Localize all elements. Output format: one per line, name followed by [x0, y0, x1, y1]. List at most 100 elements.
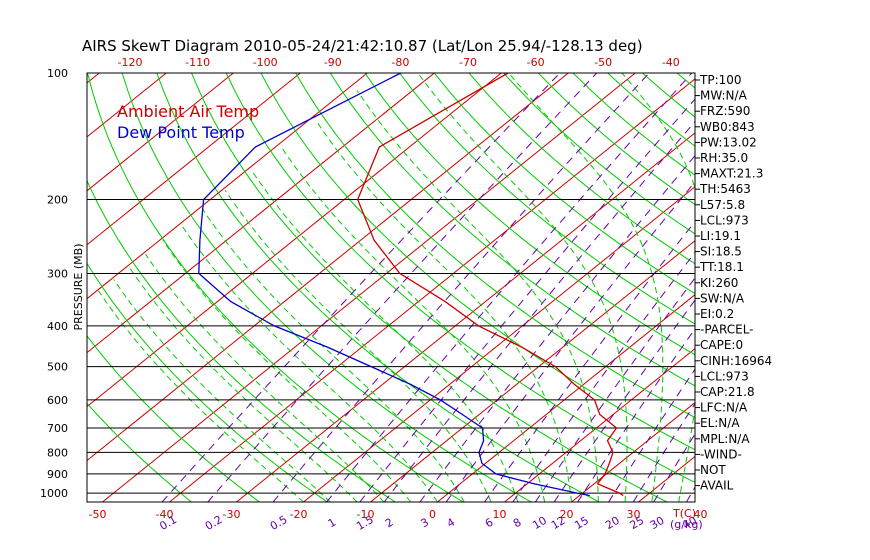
dry-adiabat-line: [87, 179, 396, 502]
isotherm-line: [87, 73, 301, 246]
isotherm-line: [169, 78, 695, 502]
index-label: SI:18.5: [700, 245, 742, 259]
legend-ambient-air-temp: Ambient Air Temp: [117, 102, 259, 121]
profile-line-dew-point-temp: [198, 73, 590, 497]
dry-adiabat-line: [87, 402, 192, 502]
moist-adiabat-line: [250, 169, 519, 502]
temperature-tick-label: 30: [627, 508, 641, 521]
mixing-ratio-line: [326, 73, 693, 502]
pressure-tick-label: 600: [47, 394, 68, 407]
index-label: FRZ:590: [700, 104, 750, 118]
index-label: CAPE:0: [700, 338, 743, 352]
mixing-ratio-line: [534, 277, 695, 502]
mixing-ratio-line: [577, 327, 695, 502]
dry-adiabat-line: [121, 73, 532, 502]
dry-adiabat-line: [433, 73, 695, 295]
mixing-ratio-tick-label: 40: [681, 514, 700, 532]
dry-adiabat-line: [87, 262, 328, 502]
profiles: [198, 73, 624, 497]
gridlines: [87, 73, 870, 502]
mixing-ratio-line: [207, 73, 598, 502]
mixing-ratio-tick-label: 2: [383, 516, 396, 531]
mixing-ratio-tick-label: 0.2: [203, 513, 225, 533]
mixing-ratio-tick-label: 0.5: [268, 513, 290, 533]
pressure-tick-label: 100: [47, 67, 68, 80]
isotherm-line: [303, 186, 695, 502]
index-label: -WIND-: [700, 447, 742, 461]
mixing-ratio-line: [553, 299, 695, 502]
top-temperature-tick-label: -40: [662, 56, 680, 69]
isotherm-line: [87, 73, 234, 192]
top-temperature-tick-label: -60: [527, 56, 545, 69]
dry-adiabat-line: [260, 73, 695, 451]
temperature-tick-label: -10: [357, 508, 375, 521]
dry-adiabat-line: [399, 73, 695, 325]
moist-adiabat-line: [201, 208, 465, 502]
index-label: LCL:973: [700, 369, 749, 383]
moist-adiabat-line: [417, 73, 628, 502]
isotherm-line: [571, 401, 695, 502]
dry-adiabat-line: [468, 73, 695, 265]
isotherm-line: [87, 73, 368, 300]
isotherm-line: [773, 73, 870, 502]
mixing-ratio-line: [445, 180, 695, 502]
top-temperature-tick-label: -120: [118, 56, 143, 69]
moist-adiabat-line: [98, 290, 304, 502]
plot-frame: [86, 72, 696, 503]
mixing-ratio-line: [383, 120, 695, 502]
dry-adiabat-line: [87, 73, 464, 502]
top-temperature-tick-label: -90: [324, 56, 342, 69]
index-label: MAXT:21.3: [700, 167, 763, 181]
mixing-ratio-tick-label: 12: [549, 514, 568, 532]
temperature-tick-label: 0: [429, 508, 436, 521]
mixing-ratio-tick-label: 15: [572, 514, 591, 532]
moist-adiabat-line: [181, 224, 438, 502]
temperature-tick-label: 20: [560, 508, 574, 521]
moist-adiabat-line: [315, 120, 572, 502]
index-label: NOT: [700, 463, 726, 477]
dry-adiabat-line: [329, 73, 695, 387]
mixing-ratio-line: [632, 402, 695, 502]
index-label: AVAIL: [700, 479, 734, 493]
index-label: SW:N/A: [700, 291, 745, 305]
dry-adiabat-line: [295, 73, 695, 419]
index-label: RH:35.0: [700, 151, 748, 165]
temperature-tick-label: -30: [223, 508, 241, 521]
moist-adiabat-line: [145, 253, 385, 502]
legend-dew-point-temp: Dew Point Temp: [117, 123, 245, 142]
mixing-ratio-line: [512, 251, 695, 502]
mixing-ratio-tick-label: 30: [648, 514, 667, 532]
index-label: EI:0.2: [700, 307, 734, 321]
temperature-tick-label: -20: [290, 508, 308, 521]
mixing-ratio-tick-label: 8: [511, 516, 524, 531]
dry-adiabat-line: [156, 73, 600, 502]
index-label: CAP:21.8: [700, 385, 755, 399]
dry-adiabat-line: [503, 73, 695, 235]
mixing-ratio-unit-label: (g/kg): [670, 518, 703, 531]
top-temperature-tick-label: -80: [391, 56, 409, 69]
pressure-tick-label: 1000: [40, 487, 68, 500]
moist-adiabat-line: [356, 90, 599, 502]
index-label: EL:N/A: [700, 416, 740, 430]
mixing-ratio-tick-label: 20: [603, 514, 622, 532]
isotherm-line: [87, 73, 502, 408]
dry-adiabat-line: [87, 335, 260, 502]
pressure-tick-label: 500: [47, 361, 68, 374]
index-label: MW:N/A: [700, 89, 748, 103]
mixing-ratio-line: [653, 433, 695, 502]
index-label: L57:5.8: [700, 198, 745, 212]
index-label: LI:19.1: [700, 229, 741, 243]
mixing-ratio-line: [608, 368, 695, 502]
index-label: -PARCEL-: [700, 323, 754, 337]
temperature-tick-label: 10: [493, 508, 507, 521]
pressure-tick-label: 700: [47, 422, 68, 435]
isotherm-line: [504, 347, 695, 502]
index-label: LCL:973: [700, 213, 749, 227]
index-label: TH:5463: [699, 182, 751, 196]
pressure-tick-label: 800: [47, 446, 68, 459]
dry-adiabat-line: [364, 73, 695, 356]
pressure-tick-label: 400: [47, 320, 68, 333]
top-temperature-tick-label: -50: [594, 56, 612, 69]
top-temperature-tick-label: -110: [185, 56, 210, 69]
